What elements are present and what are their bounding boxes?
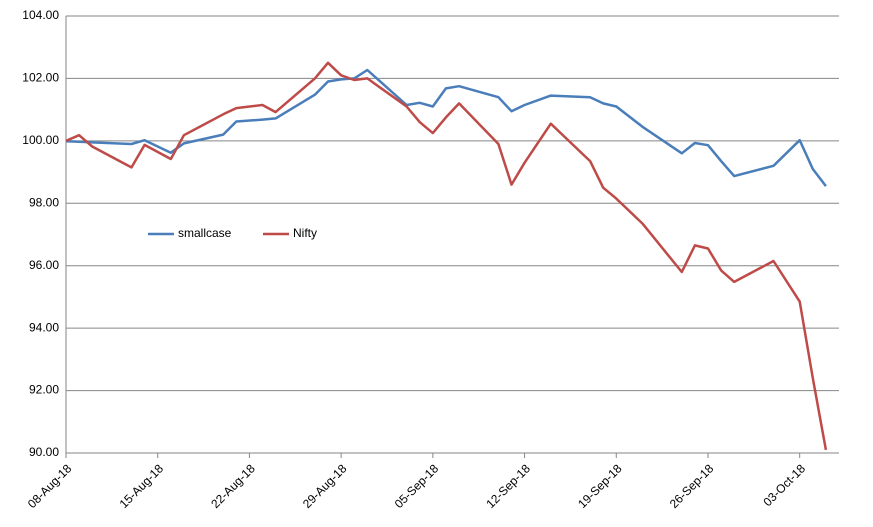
- x-tick-label: 29-Aug-18: [300, 461, 350, 511]
- series-line: [65, 61, 828, 451]
- y-tick-label: 100.00: [22, 133, 59, 147]
- y-tick-label: 96.00: [29, 258, 59, 272]
- legend-label: Nifty: [293, 226, 317, 240]
- legend-label: smallcase: [178, 226, 232, 240]
- x-tick-label: 03-Oct-18: [760, 461, 808, 509]
- y-tick-label: 90.00: [29, 445, 59, 459]
- x-tick-label: 22-Aug-18: [208, 461, 258, 511]
- y-tick-label: 102.00: [22, 71, 59, 85]
- x-tick-label: 26-Sep-18: [667, 461, 717, 511]
- y-tick-label: 94.00: [29, 320, 59, 334]
- series-line: [65, 68, 827, 187]
- x-tick-label: 19-Sep-18: [575, 461, 625, 511]
- y-tick-label: 92.00: [29, 383, 59, 397]
- x-tick-label: 15-Aug-18: [117, 461, 167, 511]
- x-tick-label: 05-Sep-18: [392, 461, 442, 511]
- x-tick-label: 12-Sep-18: [483, 461, 533, 511]
- y-tick-label: 104.00: [22, 8, 59, 22]
- x-tick-label: 08-Aug-18: [25, 461, 75, 511]
- y-tick-label: 98.00: [29, 195, 59, 209]
